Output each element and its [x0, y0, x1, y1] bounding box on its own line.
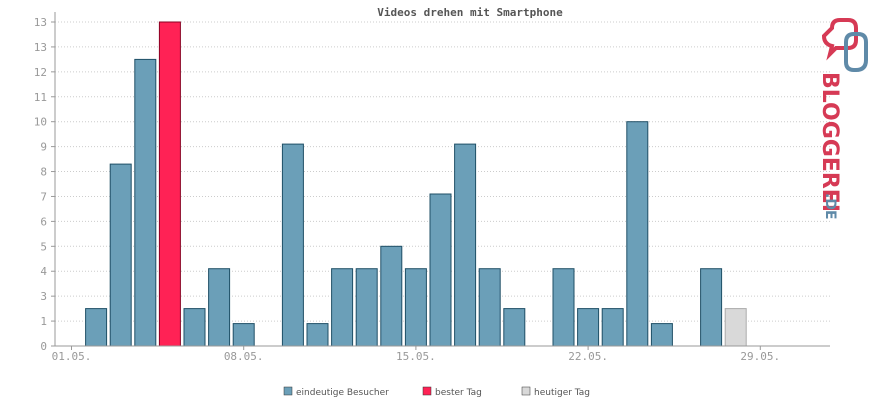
y-tick-label: 9: [40, 141, 47, 154]
bar-day-18: [478, 268, 501, 347]
legend-swatch-today: [521, 386, 531, 396]
y-tick-label: 6: [40, 215, 47, 228]
x-axis: 01.05. 08.05. 15.05. 22.05. 29.05.: [52, 346, 780, 363]
bar-day-13: [355, 268, 378, 347]
bar-day-4: [134, 58, 157, 347]
x-tick-label: 29.05.: [740, 350, 780, 363]
logo-text: BLOGGEREI: [817, 72, 842, 212]
bar-day-3: [109, 163, 132, 347]
y-tick-label: 0: [40, 340, 47, 353]
bar-day-23: [601, 308, 624, 347]
legend-label-today: heutiger Tag: [534, 388, 590, 398]
y-tick-label: 1: [40, 315, 47, 328]
x-tick-label: 22.05.: [568, 350, 608, 363]
bar-day-28: [724, 308, 747, 347]
bar-day-12: [331, 268, 354, 347]
legend-label-best-day: bester Tag: [435, 388, 482, 398]
legend-swatch-best-day: [422, 386, 432, 396]
bloggerei-logo-mark: [821, 18, 868, 72]
x-tick-label: 15.05.: [396, 350, 436, 363]
bar-day-17: [454, 143, 477, 347]
y-tick-label: 11: [34, 91, 47, 104]
bar-day-15: [404, 268, 427, 347]
y-tick-label: 7: [40, 190, 47, 203]
bar-day-11: [306, 323, 329, 347]
y-tick-label: 10: [34, 116, 47, 129]
bar-day-27: [700, 268, 723, 347]
legend: eindeutige Besucher bester Tag heutiger …: [283, 386, 590, 398]
y-tick-label: 12: [34, 66, 47, 79]
y-tick-label: 3: [40, 290, 47, 303]
bar-day-21: [552, 268, 575, 347]
bar-day-19: [503, 308, 526, 347]
bar-day-25: [650, 323, 673, 347]
chart-title: Videos drehen mit Smartphone: [377, 6, 563, 19]
bloggerei-logo: BLOGGEREI .DE: [817, 18, 868, 220]
bar-day-8: [232, 323, 255, 347]
y-tick-label: 13: [34, 16, 47, 29]
bar-day-22: [577, 308, 600, 347]
y-tick-label: 4: [40, 265, 47, 278]
legend-label-visitors: eindeutige Besucher: [296, 388, 389, 398]
y-tick-label: 13: [34, 41, 47, 54]
bar-day-16: [429, 193, 452, 347]
bar-day-5: [158, 21, 181, 347]
bar-day-7: [208, 268, 231, 347]
x-tick-label: 08.05.: [224, 350, 264, 363]
bar-day-6: [183, 308, 206, 347]
legend-swatch-visitors: [283, 386, 293, 396]
bars: [85, 21, 747, 347]
bar-day-10: [281, 143, 304, 347]
y-tick-label: 8: [40, 166, 47, 179]
x-tick-label: 01.05.: [52, 350, 92, 363]
bar-day-2: [85, 308, 108, 347]
y-tick-label: 5: [40, 240, 47, 253]
bar-day-14: [380, 245, 403, 347]
bar-day-24: [626, 121, 649, 347]
logo-suffix: .DE: [822, 193, 838, 220]
